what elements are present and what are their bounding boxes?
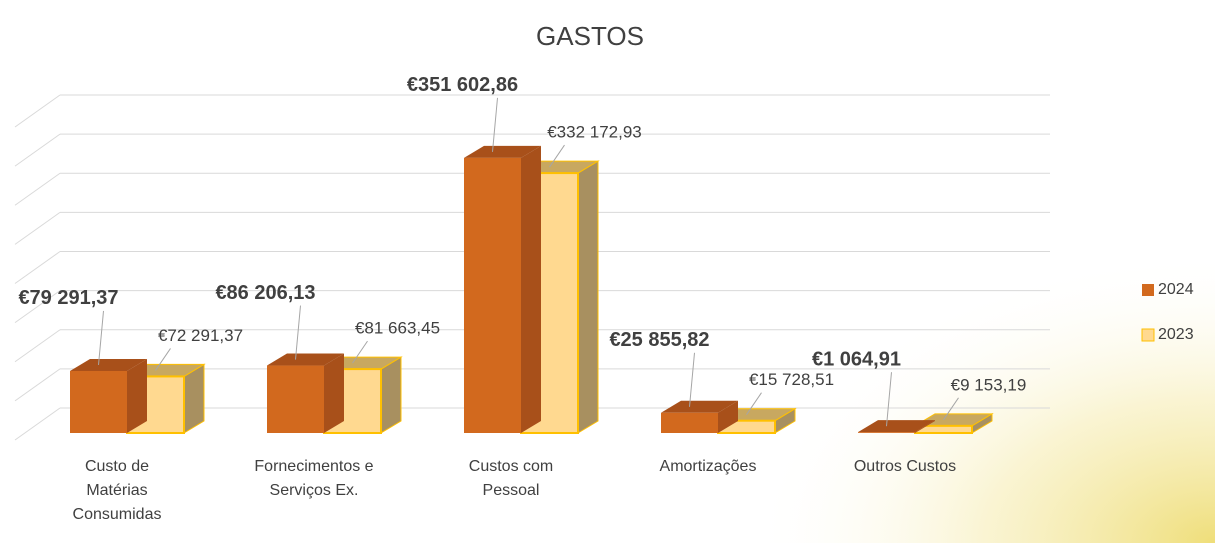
bar-top	[661, 400, 738, 413]
legend-label: 2024	[1158, 281, 1194, 298]
bar-top	[267, 353, 344, 366]
bar-front	[70, 370, 127, 433]
bar-side	[915, 420, 935, 433]
grid-line-depth	[14, 251, 61, 284]
x-tick-label: Fornecimentos e Serviços Ex.	[254, 458, 374, 499]
x-tick-label-box: Custo de Matérias Consumidas	[72, 458, 162, 523]
bar-front	[464, 157, 521, 433]
data-label: €79 291,37	[18, 287, 118, 309]
bar-top	[464, 145, 541, 158]
x-tick-label: Amortizações	[659, 458, 757, 475]
leader-line	[943, 397, 959, 421]
legend-swatch	[1141, 328, 1155, 342]
leader-line	[352, 340, 368, 364]
leader-line	[886, 372, 892, 427]
x-tick-label: Custo de Matérias Consumidas	[72, 458, 162, 523]
grid-line-depth	[14, 211, 61, 245]
bar-side	[577, 160, 599, 434]
leader-line	[689, 352, 695, 407]
leader-line	[155, 348, 171, 371]
bar-side	[718, 400, 738, 433]
data-label: €15 728,51	[749, 370, 834, 389]
bar-front	[661, 412, 718, 433]
bar-side	[380, 356, 402, 434]
background-decoration	[700, 220, 1215, 543]
data-label: €72 291,37	[158, 326, 243, 345]
bar	[267, 353, 344, 433]
x-tick-label-box: Amortizações	[659, 458, 757, 475]
grid-line-depth	[14, 407, 61, 441]
x-tick-label: Custos com Pessoal	[468, 458, 554, 499]
bar	[70, 358, 147, 433]
legend-label: 2023	[1158, 326, 1194, 343]
data-label: €351 602,86	[407, 74, 518, 96]
bar-side	[324, 353, 344, 433]
leader-line	[549, 144, 565, 168]
x-tick-label-box: Outros Custos	[853, 458, 957, 475]
bar	[858, 420, 935, 433]
grid-line-depth	[14, 133, 61, 167]
data-label: €1 064,91	[812, 348, 901, 370]
leader-line	[492, 97, 498, 152]
chart-title: GASTOS	[536, 21, 644, 51]
legend-swatch	[1142, 284, 1154, 296]
grid-line-depth	[14, 290, 61, 324]
bar	[661, 400, 738, 433]
data-label: €25 855,82	[609, 329, 709, 351]
bar-front	[267, 365, 324, 433]
bar-side	[127, 358, 147, 433]
x-tick-label-box: Fornecimentos e Serviços Ex.	[254, 458, 374, 499]
grid-line-depth	[14, 368, 61, 402]
x-tick-label-box: Custos com Pessoal	[468, 458, 554, 499]
grid-line-depth	[14, 172, 61, 206]
data-label: €86 206,13	[215, 282, 315, 304]
leader-line	[746, 392, 762, 415]
data-label: €9 153,19	[951, 375, 1027, 394]
grid-line-depth	[14, 329, 61, 363]
bar-side	[521, 145, 541, 433]
bar	[322, 356, 403, 435]
grid-line-depth	[14, 94, 61, 128]
bar	[464, 145, 541, 433]
leader-line	[295, 305, 301, 360]
bar-top	[858, 420, 935, 433]
bar-top	[70, 358, 147, 371]
data-label: €332 172,93	[547, 123, 642, 142]
data-label: €81 663,45	[355, 319, 440, 338]
leader-line	[98, 310, 104, 366]
x-tick-label: Outros Custos	[853, 458, 957, 475]
bar-front	[858, 432, 915, 433]
